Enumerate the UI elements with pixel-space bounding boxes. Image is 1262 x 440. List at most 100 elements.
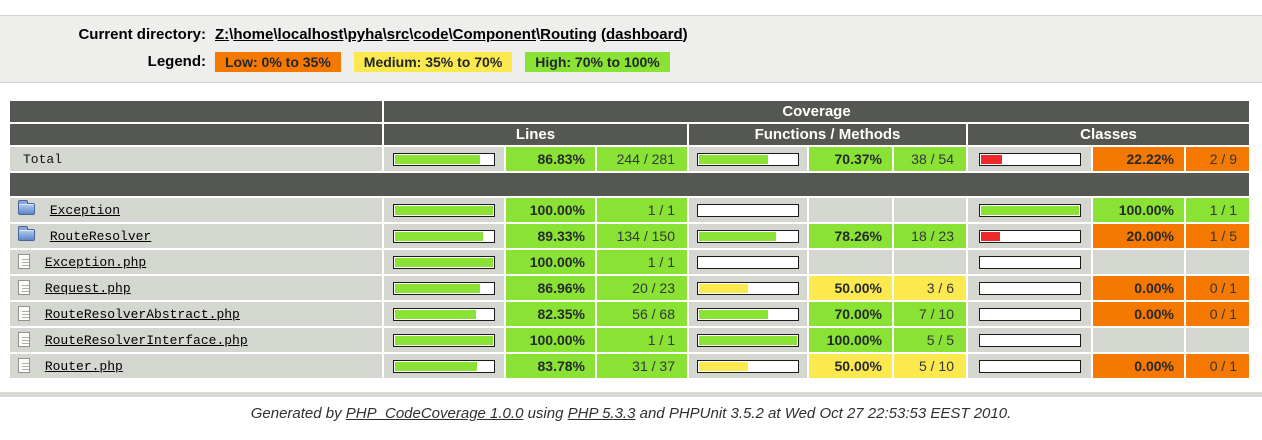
table-row: Exception 100.00% 1 / 1 100.00% 1 / 1 <box>10 198 1249 222</box>
row-name-link[interactable]: Exception <box>49 202 121 218</box>
coverage-ratio <box>894 198 966 222</box>
coverage-percent: 50.00% <box>809 276 892 300</box>
coverage-ratio <box>1186 250 1249 274</box>
coverage-ratio: 2 / 9 <box>1186 147 1249 171</box>
coverage-ratio: 31 / 37 <box>597 354 687 378</box>
coverage-percent: 100.00% <box>809 328 892 352</box>
path-segment-link[interactable]: Z: <box>215 26 230 43</box>
row-name-link[interactable]: RouteResolverAbstract.php <box>44 306 240 322</box>
coverage-ratio: 20 / 23 <box>597 276 687 300</box>
path-segment-link[interactable]: code <box>413 26 449 43</box>
coverage-bar-cell <box>968 147 1091 171</box>
path-segment-link[interactable]: pyha <box>347 26 383 43</box>
coverage-table: Coverage Lines Functions / Methods Class… <box>8 99 1251 380</box>
coverage-percent: 0.00% <box>1093 354 1184 378</box>
coverage-percent: 0.00% <box>1093 276 1184 300</box>
coverage-bar-cell <box>968 302 1091 326</box>
coverage-percent <box>809 198 892 222</box>
row-name-cell: Request.php <box>10 276 382 300</box>
coverage-bar <box>978 203 1081 217</box>
path-segment-link[interactable]: localhost <box>277 26 344 43</box>
row-name-cell: RouteResolverAbstract.php <box>10 302 382 326</box>
legend-row: Legend: Low: 0% to 35% Medium: 35% to 70%… <box>0 48 1262 75</box>
coverage-bar <box>697 307 799 321</box>
coverage-ratio: 1 / 1 <box>597 250 687 274</box>
coverage-bar-cell <box>689 302 807 326</box>
coverage-bar <box>393 281 495 295</box>
coverage-bar <box>978 152 1081 166</box>
coverage-bar-cell <box>384 198 504 222</box>
coverage-percent: 78.26% <box>809 224 892 248</box>
coverage-bar <box>393 307 495 321</box>
current-directory-row: Current directory: Z:\home\localhost\pyh… <box>0 21 1262 48</box>
row-name-link[interactable]: RouteResolverInterface.php <box>44 332 248 348</box>
coverage-percent <box>1093 328 1184 352</box>
directory-path: Z:\home\localhost\pyha\src\code\Componen… <box>215 26 688 43</box>
separator-row <box>10 173 1249 196</box>
coverage-bar <box>393 333 495 347</box>
coverage-ratio: 0 / 1 <box>1186 354 1249 378</box>
table-row: RouteResolver 89.33% 134 / 150 78.26% 18 / … <box>10 224 1249 248</box>
coverage-percent: 100.00% <box>506 198 595 222</box>
column-header-classes: Classes <box>968 124 1249 145</box>
row-name-link[interactable]: Exception.php <box>44 254 147 270</box>
row-name-cell: RouteResolver <box>10 224 382 248</box>
coverage-percent: 70.00% <box>809 302 892 326</box>
legend-chip-high: High: 70% to 100% <box>525 51 670 72</box>
row-name-cell: Exception <box>10 198 382 222</box>
coverage-percent: 89.33% <box>506 224 595 248</box>
legend-chip-medium: Medium: 35% to 70% <box>353 51 513 72</box>
path-segment-link[interactable]: home <box>233 26 274 43</box>
table-row: Exception.php 100.00% 1 / 1 <box>10 250 1249 274</box>
coverage-bar-cell <box>968 224 1091 248</box>
coverage-bar <box>978 255 1081 269</box>
coverage-bar <box>978 281 1081 295</box>
coverage-bar <box>697 333 799 347</box>
coverage-header-cell: Coverage <box>384 101 1249 122</box>
coverage-percent: 70.37% <box>809 147 892 171</box>
coverage-percent <box>1093 250 1184 274</box>
coverage-bar-cell <box>968 250 1091 274</box>
path-segment-link[interactable]: Component <box>452 26 536 43</box>
coverage-percent: 50.00% <box>809 354 892 378</box>
coverage-ratio: 244 / 281 <box>597 147 687 171</box>
coverage-bar <box>393 359 495 373</box>
coverage-bar <box>697 203 799 217</box>
coverage-bar-cell <box>689 147 807 171</box>
header-spacer-cell <box>10 124 382 145</box>
coverage-bar-cell <box>384 250 504 274</box>
coverage-bar <box>393 229 495 243</box>
column-header-row: Lines Functions / Methods Classes <box>10 124 1249 145</box>
coverage-bar-cell <box>384 224 504 248</box>
coverage-bar <box>697 152 799 166</box>
coverage-ratio: 18 / 23 <box>894 224 966 248</box>
coverage-ratio: 0 / 1 <box>1186 276 1249 300</box>
phpcodecoverage-link[interactable]: PHP_CodeCoverage 1.0.0 <box>345 405 524 422</box>
coverage-ratio: 1 / 1 <box>597 198 687 222</box>
row-name-cell: RouteResolverInterface.php <box>10 328 382 352</box>
row-name-link[interactable]: RouteResolver <box>49 228 152 244</box>
path-segment-link[interactable]: src <box>386 26 410 43</box>
coverage-ratio: 5 / 10 <box>894 354 966 378</box>
file-icon <box>18 331 30 347</box>
coverage-percent: 82.35% <box>506 302 595 326</box>
coverage-percent: 100.00% <box>506 250 595 274</box>
coverage-bar <box>697 229 799 243</box>
footer-prefix: Generated by <box>250 405 346 422</box>
coverage-bar <box>978 307 1081 321</box>
php-version-link[interactable]: PHP 5.3.3 <box>567 405 636 422</box>
coverage-ratio: 134 / 150 <box>597 224 687 248</box>
row-name-cell: Exception.php <box>10 250 382 274</box>
row-name-link[interactable]: Router.php <box>44 358 123 374</box>
coverage-bar <box>697 255 799 269</box>
coverage-bar-cell <box>384 328 504 352</box>
path-segment-link[interactable]: Routing <box>540 26 597 43</box>
coverage-percent: 0.00% <box>1093 302 1184 326</box>
file-icon <box>18 253 30 269</box>
table-row: Request.php 86.96% 20 / 23 50.00% 3 / 6 0.00… <box>10 276 1249 300</box>
coverage-ratio: 3 / 6 <box>894 276 966 300</box>
row-name-link[interactable]: Request.php <box>44 280 131 296</box>
row-name-cell: Total <box>10 147 382 171</box>
dashboard-link[interactable]: dashboard <box>605 26 683 43</box>
